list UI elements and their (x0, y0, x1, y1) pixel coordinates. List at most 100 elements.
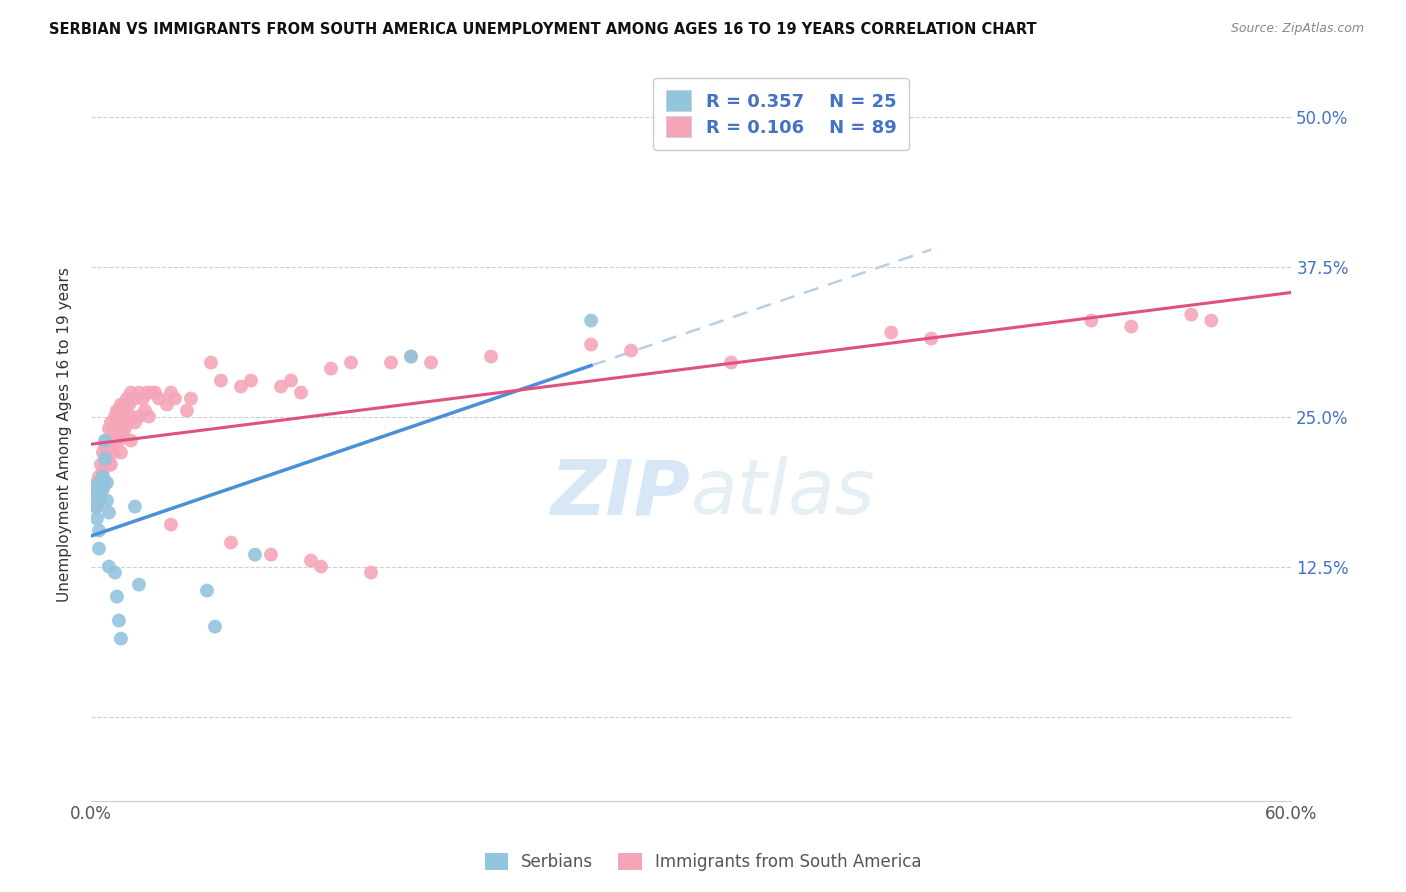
Point (84, 500, 107, 514)
Point (399, 350, 422, 364)
Point (124, 392, 146, 406)
Point (104, 434, 127, 448)
Text: SERBIAN VS IMMIGRANTS FROM SOUTH AMERICA UNEMPLOYMENT AMONG AGES 16 TO 19 YEARS : SERBIAN VS IMMIGRANTS FROM SOUTH AMERICA… (49, 22, 1036, 37)
Point (105, 590, 128, 604)
Point (104, 409, 127, 424)
Point (139, 385, 162, 400)
Point (87, 487, 110, 501)
Point (920, 332, 942, 346)
Point (105, 427, 128, 442)
Point (880, 326, 903, 340)
Point (100, 458, 122, 472)
Point (229, 379, 252, 393)
Point (87, 541, 110, 556)
Point (86, 482, 108, 496)
Point (479, 350, 502, 364)
Point (100, 440, 122, 454)
Point (115, 392, 138, 406)
Legend: R = 0.357    N = 25, R = 0.106    N = 89: R = 0.357 N = 25, R = 0.106 N = 89 (654, 78, 910, 150)
Point (114, 421, 136, 435)
Point (340, 355, 363, 369)
Point (110, 445, 132, 459)
Point (136, 385, 159, 400)
Point (579, 313, 602, 327)
Point (84, 482, 107, 496)
Point (108, 614, 131, 628)
Point (299, 553, 322, 567)
Point (96, 434, 118, 448)
Point (110, 632, 132, 646)
Point (86, 475, 108, 490)
Point (96, 475, 118, 490)
Point (97, 458, 120, 472)
Point (240, 374, 263, 388)
Point (101, 445, 124, 459)
Point (94, 451, 117, 466)
Point (97, 559, 120, 574)
Point (87, 469, 110, 483)
Point (180, 392, 202, 406)
Point (360, 566, 382, 580)
Point (86, 487, 108, 501)
Y-axis label: Unemployment Among Ages 16 to 19 years: Unemployment Among Ages 16 to 19 years (58, 267, 72, 602)
Point (420, 355, 443, 369)
Point (110, 421, 132, 435)
Point (134, 403, 156, 417)
Point (1121, 319, 1143, 334)
Point (128, 385, 150, 400)
Point (94, 458, 117, 472)
Point (97, 421, 120, 435)
Point (620, 343, 643, 358)
Point (132, 392, 155, 406)
Point (128, 409, 150, 424)
Legend: Serbians, Immigrants from South America: Serbians, Immigrants from South America (477, 845, 929, 880)
Point (260, 548, 283, 562)
Point (160, 385, 183, 400)
Point (399, 350, 422, 364)
Point (163, 392, 186, 406)
Point (176, 403, 198, 417)
Point (120, 434, 142, 448)
Point (120, 385, 142, 400)
Point (111, 427, 134, 442)
Point (380, 355, 402, 369)
Point (105, 403, 128, 417)
Point (1180, 308, 1202, 322)
Point (124, 416, 146, 430)
Point (97, 440, 120, 454)
Point (84, 490, 107, 504)
Point (94, 440, 117, 454)
Point (91, 482, 114, 496)
Point (91, 445, 114, 459)
Point (87, 524, 110, 538)
Point (108, 409, 131, 424)
Point (120, 409, 142, 424)
Point (86, 511, 108, 525)
Text: ZIP: ZIP (551, 456, 692, 530)
Point (200, 355, 222, 369)
Point (579, 337, 602, 351)
Point (86, 487, 108, 501)
Point (1080, 313, 1102, 327)
Point (90, 487, 112, 501)
Text: atlas: atlas (692, 456, 876, 530)
Point (138, 409, 160, 424)
Point (91, 469, 114, 483)
Point (104, 566, 127, 580)
Point (195, 583, 218, 598)
Point (148, 392, 170, 406)
Point (87, 475, 110, 490)
Point (160, 517, 183, 532)
Point (90, 458, 112, 472)
Point (108, 434, 131, 448)
Point (1201, 313, 1223, 327)
Point (114, 398, 136, 412)
Point (156, 398, 179, 412)
Point (219, 535, 242, 549)
Point (290, 385, 312, 400)
Point (100, 416, 122, 430)
Point (204, 619, 226, 633)
Point (118, 398, 141, 412)
Point (94, 475, 117, 490)
Text: Source: ZipAtlas.com: Source: ZipAtlas.com (1230, 22, 1364, 36)
